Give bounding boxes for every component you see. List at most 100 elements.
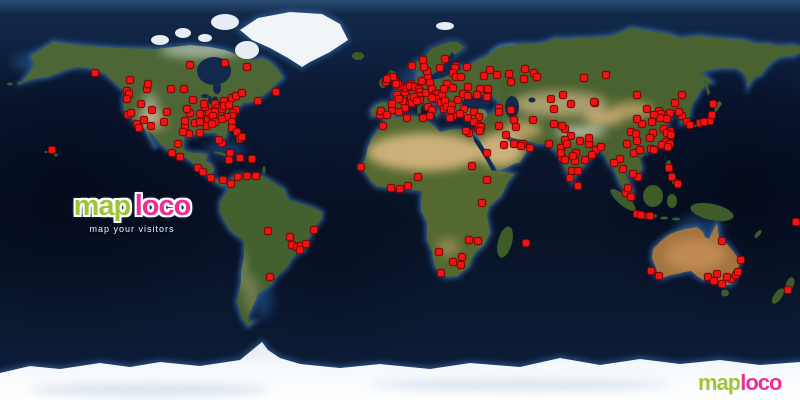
visitor-marker bbox=[48, 146, 56, 154]
maploco-watermark[interactable]: maploco bbox=[698, 370, 782, 396]
visitor-marker bbox=[252, 172, 260, 180]
visitor-marker bbox=[383, 111, 391, 119]
visitor-marker bbox=[137, 100, 145, 108]
visitor-marker bbox=[436, 64, 444, 72]
visitor-marker bbox=[559, 91, 567, 99]
visitor-marker bbox=[483, 149, 491, 157]
visitor-marker bbox=[413, 97, 421, 105]
visitor-marker bbox=[678, 91, 686, 99]
visitor-marker bbox=[470, 108, 478, 116]
visitor-marker bbox=[174, 140, 182, 148]
visitor-marker bbox=[218, 115, 226, 123]
visitor-marker bbox=[638, 120, 646, 128]
visitor-marker bbox=[126, 76, 134, 84]
visitor-marker bbox=[379, 122, 387, 130]
visitor-marker bbox=[580, 74, 588, 82]
visitor-marker bbox=[647, 267, 655, 275]
visitor-marker bbox=[708, 111, 716, 119]
visitor-marker bbox=[383, 75, 391, 83]
visitor-marker bbox=[460, 105, 468, 113]
visitor-marker bbox=[419, 114, 427, 122]
visitor-marker bbox=[428, 94, 436, 102]
visitor-marker bbox=[512, 123, 520, 131]
visitor-marker bbox=[588, 151, 596, 159]
visitor-marker bbox=[495, 108, 503, 116]
visitor-marker bbox=[457, 261, 465, 269]
visitor-marker bbox=[196, 129, 204, 137]
visitor-marker bbox=[566, 174, 574, 182]
visitor-marker bbox=[563, 140, 571, 148]
visitor-marker bbox=[419, 56, 427, 64]
visitor-marker bbox=[243, 172, 251, 180]
visitor-marker bbox=[478, 199, 486, 207]
visitor-marker bbox=[547, 95, 555, 103]
visitor-marker bbox=[179, 128, 187, 136]
visitor-marker bbox=[734, 268, 742, 276]
visitor-marker bbox=[463, 63, 471, 71]
visitor-marker bbox=[718, 280, 726, 288]
visitor-marker bbox=[533, 73, 541, 81]
visitor-marker bbox=[629, 170, 637, 178]
visitor-marker bbox=[236, 154, 244, 162]
visitor-marker bbox=[388, 100, 396, 108]
visitor-marker bbox=[418, 77, 426, 85]
visitor-marker bbox=[610, 159, 618, 167]
visitor-marker bbox=[486, 66, 494, 74]
visitor-marker bbox=[465, 236, 473, 244]
visitor-marker bbox=[723, 273, 731, 281]
visitor-marker bbox=[310, 226, 318, 234]
visitor-marker bbox=[500, 141, 508, 149]
visitor-marker bbox=[225, 156, 233, 164]
visitor-marker bbox=[550, 120, 558, 128]
visitor-marker bbox=[526, 144, 534, 152]
watermark-word-map: map bbox=[698, 370, 741, 395]
visitor-marker bbox=[219, 176, 227, 184]
visitor-marker bbox=[664, 143, 672, 151]
visitor-marker bbox=[574, 167, 582, 175]
visitor-marker bbox=[462, 127, 470, 135]
visitor-marker bbox=[392, 80, 400, 88]
visitor-marker bbox=[414, 173, 422, 181]
visitor-marker bbox=[624, 184, 632, 192]
visitor-marker bbox=[144, 80, 152, 88]
visitor-marker bbox=[147, 122, 155, 130]
visitor-marker bbox=[435, 248, 443, 256]
visitor-marker bbox=[585, 134, 593, 142]
visitor-marker bbox=[296, 246, 304, 254]
visitor-marker bbox=[522, 239, 530, 247]
visitor-marker bbox=[215, 136, 223, 144]
visitor-marker bbox=[449, 258, 457, 266]
visitor-marker bbox=[176, 153, 184, 161]
visitor-marker bbox=[440, 85, 448, 93]
visitor-marker bbox=[495, 122, 503, 130]
visitor-marker bbox=[225, 101, 233, 109]
visitor-marker bbox=[663, 115, 671, 123]
visitor-marker bbox=[243, 63, 251, 71]
visitor-marker bbox=[637, 211, 645, 219]
visitor-marker bbox=[671, 99, 679, 107]
visitor-marker bbox=[456, 110, 464, 118]
visitor-marker bbox=[792, 218, 800, 226]
visitor-marker bbox=[700, 118, 708, 126]
visitor-marker bbox=[148, 106, 156, 114]
visitor-marker bbox=[395, 95, 403, 103]
logo-tagline: map your visitors bbox=[89, 224, 175, 234]
visitor-marker bbox=[264, 227, 272, 235]
visitor-marker bbox=[602, 71, 610, 79]
visitor-marker bbox=[387, 184, 395, 192]
visitor-marker bbox=[480, 72, 488, 80]
visitor-marker bbox=[163, 108, 171, 116]
visitor-marker bbox=[633, 91, 641, 99]
visitor-marker bbox=[395, 108, 403, 116]
visitor-marker bbox=[633, 115, 641, 123]
visitor-marker bbox=[709, 100, 717, 108]
visitor-marker bbox=[302, 240, 310, 248]
visitor-marker bbox=[646, 134, 654, 142]
visitor-marker bbox=[502, 131, 510, 139]
visitor-marker bbox=[665, 164, 673, 172]
maploco-logo[interactable]: map loco map your visitors bbox=[72, 190, 192, 234]
visitor-marker bbox=[483, 176, 491, 184]
visitor-marker bbox=[207, 174, 215, 182]
